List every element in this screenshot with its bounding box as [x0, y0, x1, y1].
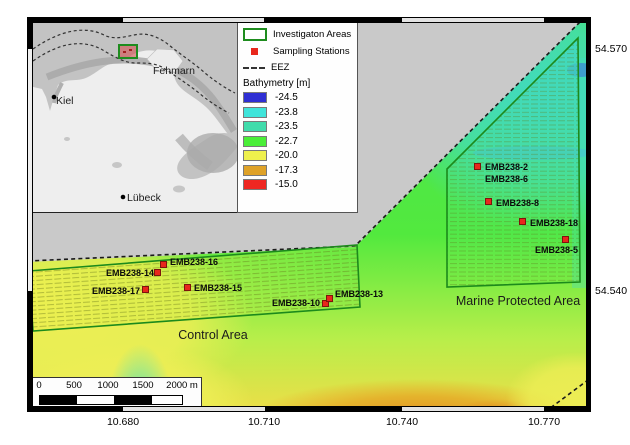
- bathymetry-value: -23.5: [275, 121, 298, 132]
- inset-eez-line: [32, 43, 230, 114]
- map-frame-left: [28, 18, 33, 411]
- bathymetry-value: -23.8: [275, 106, 298, 118]
- x-axis-tick: 10.680: [106, 416, 140, 428]
- bathymetry-class: -20.0: [243, 150, 352, 161]
- inset-eez-line: [32, 29, 236, 94]
- scale-label: 500: [66, 380, 82, 391]
- bathymetry-swatch: [243, 164, 267, 176]
- scale-bar: 0 500 1000 1500 2000 m: [28, 377, 202, 408]
- y-axis-tick: 54.540: [595, 285, 628, 297]
- legend-item-eez: EEZ: [243, 62, 352, 73]
- investigation-area-swatch: [243, 28, 267, 41]
- sampling-station-EMB238-17: [142, 286, 149, 293]
- sampling-station-EMB238-13: [326, 295, 333, 302]
- bathymetry-value: -17.3: [275, 164, 298, 176]
- bathymetry-class: -23.8: [243, 106, 352, 118]
- x-axis-tick: 10.710: [247, 416, 281, 428]
- luebeck-dot: [120, 194, 126, 200]
- station-label: EMB238-8: [496, 198, 540, 208]
- map-frame-right: [586, 18, 590, 411]
- sampling-station-swatch: [250, 48, 258, 55]
- kiel-dot: [51, 94, 57, 100]
- scale-bar-segments: [39, 395, 183, 405]
- bathymetry-value: -24.5: [275, 92, 298, 103]
- bathymetry-swatch: [243, 92, 267, 103]
- overview-inset-map: Fehmarn Kiel Lübeck: [28, 18, 240, 213]
- marine-protected-area-label: Marine Protected Area: [455, 294, 581, 308]
- bathymetry-class: -23.5: [243, 121, 352, 132]
- station-label: EMB238-2: [485, 162, 529, 172]
- y-axis-tick: 54.570: [595, 43, 628, 55]
- inset-map-graphic: [29, 19, 239, 212]
- legend-label: EEZ: [271, 62, 290, 73]
- legend-label: Sampling Stations: [273, 46, 350, 57]
- bathymetry-legend-title: Bathymetry [m]: [243, 78, 311, 89]
- scale-label: 1000: [97, 380, 119, 391]
- study-area-extent: [118, 44, 138, 59]
- map-frame-top: [28, 18, 590, 23]
- station-label: EMB238-17: [91, 286, 140, 296]
- sampling-station-EMB238-14: [154, 269, 161, 276]
- place-label-kiel: Kiel: [56, 95, 74, 107]
- eez-line-swatch: [243, 66, 265, 69]
- control-area-label: Control Area: [178, 328, 248, 342]
- bathymetry-value: -15.0: [275, 179, 298, 190]
- bathymetry-swatch: [243, 135, 267, 147]
- station-label: EMB238-14: [105, 268, 154, 278]
- bathymetry-value: -22.7: [275, 135, 298, 147]
- sampling-station-EMB238-15: [184, 284, 191, 291]
- bathymetry-class: -24.5: [243, 92, 352, 103]
- sampling-station-EMB238-5: [562, 236, 569, 243]
- fehmarn-island: [146, 48, 184, 73]
- sampling-station-EMB238-18: [519, 218, 526, 225]
- sampling-station-EMB238-16: [160, 261, 167, 268]
- bathymetry-value: -20.0: [275, 150, 298, 161]
- marine-protected-area-polygon: [446, 36, 581, 288]
- station-label: EMB238-15: [194, 283, 243, 293]
- control-area-polygon: [28, 244, 361, 332]
- bathymetry-class: -15.0: [243, 179, 352, 190]
- sampling-station-EMB238-2: [474, 163, 481, 170]
- station-label: EMB238-6: [485, 174, 529, 184]
- station-label: EMB238-13: [335, 289, 384, 299]
- station-label: EMB238-5: [534, 245, 578, 255]
- place-label-fehmarn: Fehmarn: [153, 65, 196, 77]
- scale-label: 0: [36, 380, 42, 391]
- station-label: EMB238-10: [271, 298, 320, 308]
- scale-label: 1500: [132, 380, 154, 391]
- x-axis-tick: 10.770: [527, 416, 561, 428]
- bathymetry-swatch: [243, 106, 267, 118]
- bathymetry-class: -22.7: [243, 135, 352, 147]
- legend: Investigaton Areas Sampling Stations EEZ…: [237, 20, 358, 213]
- scale-label: 2000 m: [166, 380, 198, 391]
- bathymetry-class: -17.3: [243, 164, 352, 176]
- station-label: EMB238-16: [170, 257, 219, 267]
- bathymetry-swatch: [243, 121, 267, 132]
- map-frame-bottom: [28, 406, 590, 411]
- sampling-station-EMB238-10: [322, 300, 329, 307]
- sampling-station-EMB238-8: [485, 198, 492, 205]
- station-label: EMB238-18: [530, 218, 579, 228]
- place-label-luebeck: Lübeck: [127, 192, 161, 204]
- x-axis-tick: 10.740: [385, 416, 419, 428]
- legend-label: Investigaton Areas: [273, 29, 352, 40]
- bathymetry-swatch: [243, 179, 267, 190]
- legend-item-sampling-stations: Sampling Stations: [243, 46, 352, 57]
- legend-item-investigation-areas: Investigaton Areas: [243, 28, 352, 41]
- bathymetry-swatch: [243, 150, 267, 161]
